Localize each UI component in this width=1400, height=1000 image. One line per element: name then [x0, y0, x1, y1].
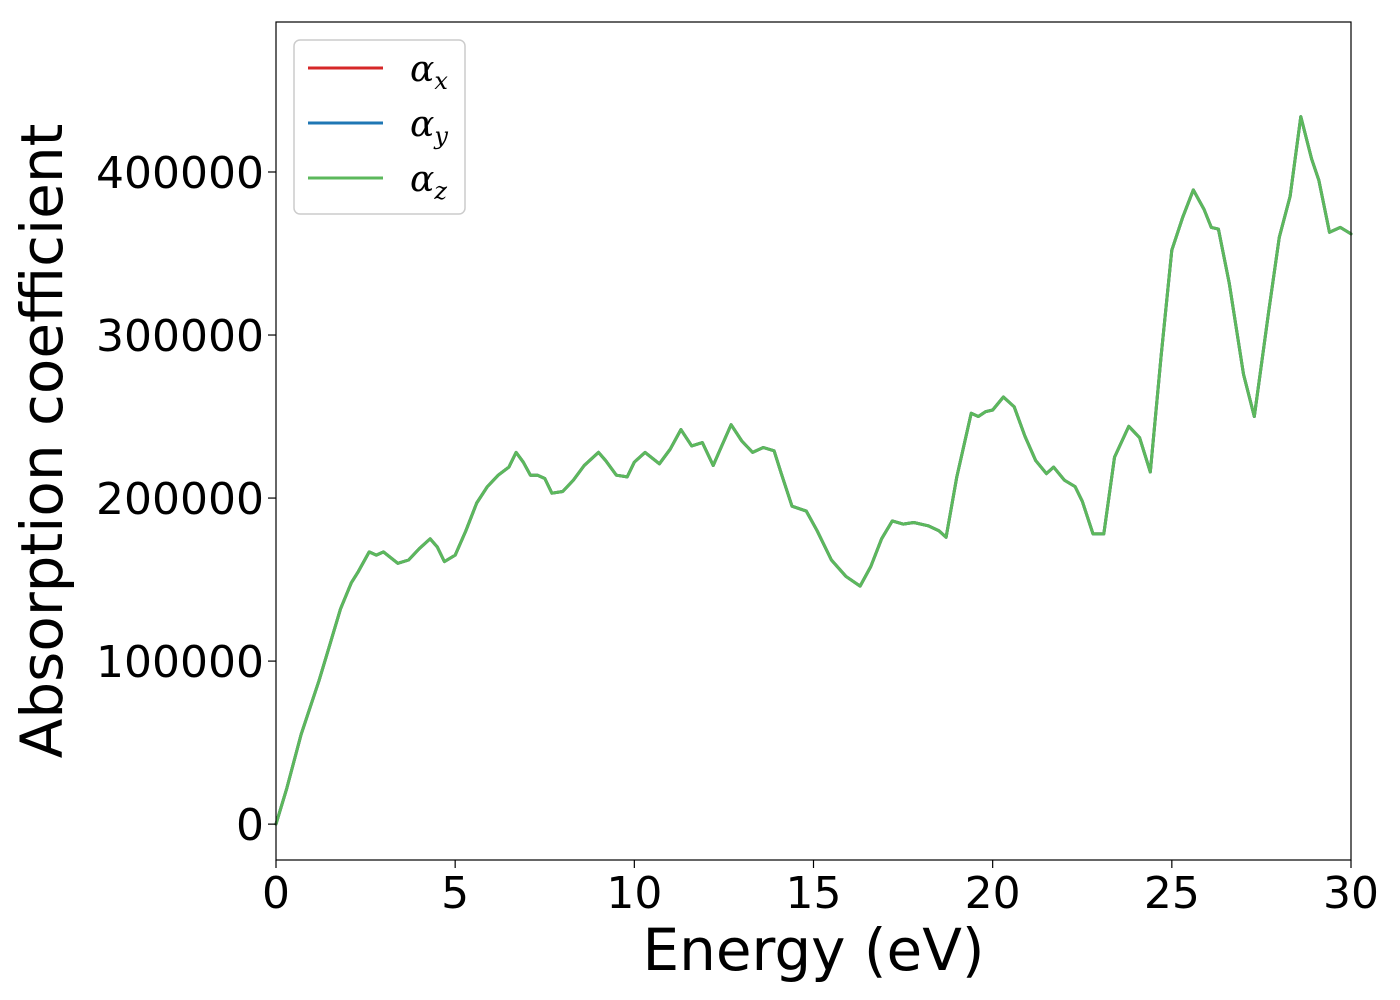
series-line-alpha-y — [274, 115, 1353, 826]
y-tick-label: 100000 — [96, 637, 264, 688]
y-tick-label: 0 — [236, 800, 264, 851]
x-tick-label: 25 — [1144, 868, 1200, 919]
series-line-alpha-x — [274, 115, 1353, 826]
x-tick-label: 10 — [606, 868, 662, 919]
tick-layer: 0 5 10 15 20 25 30 0 100000 200000 300000 400000 — [96, 148, 1379, 919]
legend-box — [293, 39, 466, 215]
x-tick-label: 0 — [262, 868, 290, 919]
series-line-alpha-z — [274, 115, 1353, 826]
x-tick-label: 20 — [965, 868, 1021, 919]
y-tick-label: 200000 — [96, 474, 264, 525]
x-tick-label: 5 — [441, 868, 469, 919]
y-tick-label: 300000 — [96, 311, 264, 362]
y-axis-title: Absorption coefficient — [8, 124, 76, 759]
x-tick-label: 15 — [786, 868, 842, 919]
y-tick-label: 400000 — [96, 148, 264, 199]
series-layer — [274, 115, 1353, 826]
x-tick-label: 30 — [1323, 868, 1379, 919]
x-axis-title: Energy (eV) — [642, 916, 984, 984]
